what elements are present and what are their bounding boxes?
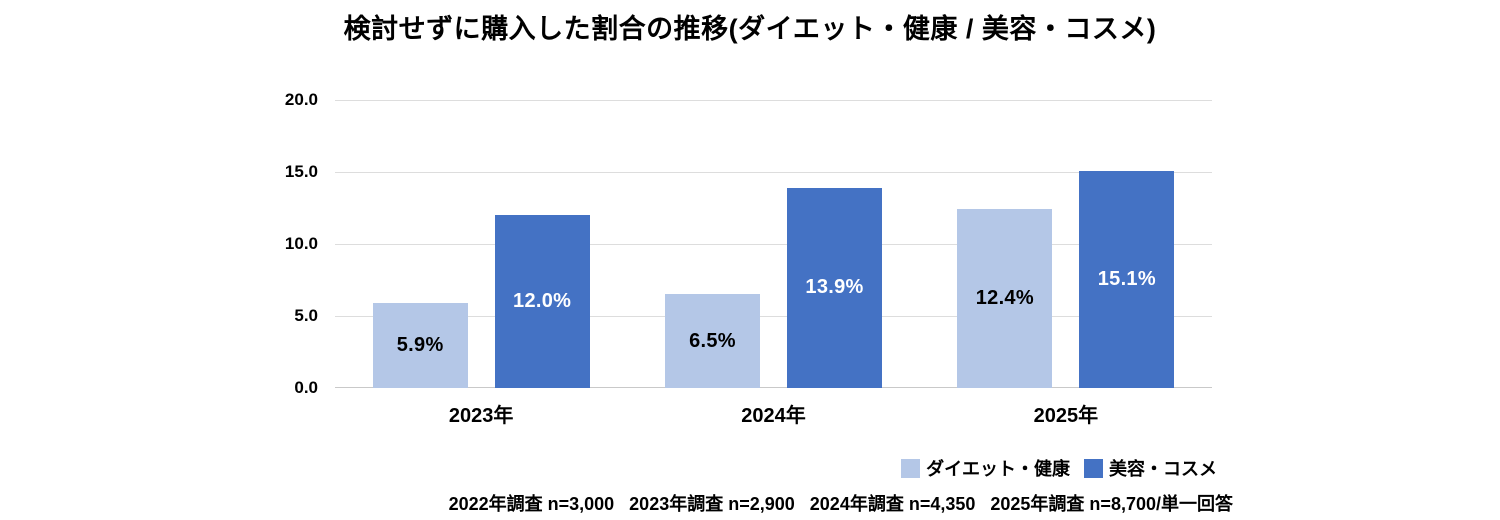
y-axis-tick-label: 0.0 (294, 378, 318, 397)
legend-label: ダイエット・健康 (926, 459, 1070, 479)
survey-note: 2023年調査 n=2,900 (629, 494, 795, 514)
bar-value-label: 13.9% (805, 276, 864, 299)
chart-title: 検討せずに購入した割合の推移(ダイエット・健康 / 美容・コスメ) (343, 14, 1157, 44)
legend-item-diet-health: ダイエット・健康 (901, 455, 1070, 481)
x-axis-tick-label: 2024年 (741, 405, 806, 427)
bar-value-label: 5.9% (396, 334, 444, 357)
y-axis-tick-label: 20.0 (284, 90, 318, 109)
survey-note: 2025年調査 n=8,700/単一回答 (990, 494, 1233, 514)
y-axis-tick-label: 15.0 (284, 162, 318, 181)
gridline (335, 244, 1212, 245)
gridline (335, 387, 1212, 388)
survey-note: 2022年調査 n=3,000 (448, 494, 615, 514)
survey-note: 2024年調査 n=4,350 (809, 494, 976, 514)
legend-swatch-icon (901, 458, 921, 478)
x-axis-tick-label: 2025年 (1033, 405, 1099, 427)
x-axis-tick-label: 2023年 (448, 405, 514, 427)
gridline (335, 100, 1212, 101)
bar-value-label: 6.5% (689, 329, 736, 352)
bar-value-label: 12.0% (513, 290, 572, 313)
legend-label: 美容・コスメ (1109, 459, 1217, 479)
bar-beauty-cosme-2025年: 15.1% (1079, 170, 1175, 388)
plot-area: 0.0 5.0 10.0 15.0 20.0 5.9% 12.0% 2023年 6.5% 13.9… (285, 90, 1212, 427)
bar-value-label: 15.1% (1097, 267, 1156, 290)
y-axis-tick-label: 5.0 (294, 306, 318, 325)
gridline (335, 316, 1212, 317)
bar-beauty-cosme-2024年: 13.9% (787, 187, 882, 388)
y-axis-tick-label: 10.0 (284, 234, 318, 253)
bar-value-label: 12.4% (975, 287, 1034, 310)
legend: ダイエット・健康 美容・コスメ (901, 455, 1217, 481)
survey-notes: 2022年調査 n=3,000 2023年調査 n=2,900 2024年調査 n=… (449, 493, 1233, 515)
legend-swatch-icon (1084, 458, 1103, 478)
bar-diet-health-2023年: 5.9% (372, 303, 468, 388)
bar-diet-health-2024年: 6.5% (665, 294, 760, 388)
legend-item-beauty-cosme: 美容・コスメ (1084, 455, 1217, 481)
gridline (335, 172, 1212, 173)
bar-diet-health-2025年: 12.4% (957, 209, 1053, 388)
bar-beauty-cosme-2023年: 12.0% (494, 215, 590, 388)
